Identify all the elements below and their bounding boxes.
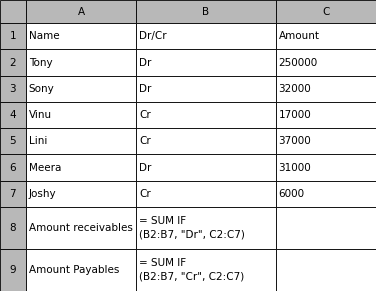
Text: Cr: Cr bbox=[139, 136, 151, 146]
Text: Cr: Cr bbox=[139, 110, 151, 120]
Text: 7: 7 bbox=[9, 189, 16, 199]
Text: = SUM IF
(B2:B7, "Dr", C2:C7): = SUM IF (B2:B7, "Dr", C2:C7) bbox=[139, 217, 246, 239]
Text: Sony: Sony bbox=[29, 84, 54, 94]
Bar bbox=[26, 76, 136, 102]
Bar bbox=[0, 102, 26, 128]
Bar bbox=[26, 249, 136, 291]
Bar bbox=[0, 181, 26, 207]
Bar bbox=[276, 249, 376, 291]
Text: 4: 4 bbox=[9, 110, 16, 120]
Bar bbox=[0, 249, 26, 291]
Text: 32000: 32000 bbox=[279, 84, 311, 94]
Bar bbox=[26, 128, 136, 155]
Bar bbox=[136, 23, 276, 49]
Text: Amount: Amount bbox=[279, 31, 320, 41]
Text: Amount Payables: Amount Payables bbox=[29, 265, 119, 275]
Text: Vinu: Vinu bbox=[29, 110, 52, 120]
Text: Joshy: Joshy bbox=[29, 189, 56, 199]
Bar bbox=[26, 102, 136, 128]
Text: 9: 9 bbox=[9, 265, 16, 275]
Bar bbox=[276, 102, 376, 128]
Text: 8: 8 bbox=[9, 223, 16, 233]
Bar bbox=[26, 23, 136, 49]
Bar bbox=[276, 155, 376, 181]
Text: 5: 5 bbox=[9, 136, 16, 146]
Text: Cr: Cr bbox=[139, 189, 151, 199]
Text: B: B bbox=[203, 7, 209, 17]
Text: Dr: Dr bbox=[139, 84, 152, 94]
Text: Dr/Cr: Dr/Cr bbox=[139, 31, 167, 41]
Text: 37000: 37000 bbox=[279, 136, 311, 146]
Text: 6000: 6000 bbox=[279, 189, 305, 199]
Text: C: C bbox=[322, 7, 329, 17]
Bar bbox=[136, 181, 276, 207]
Bar bbox=[0, 0, 26, 23]
Text: 31000: 31000 bbox=[279, 163, 311, 173]
Text: = SUM IF
(B2:B7, "Cr", C2:C7): = SUM IF (B2:B7, "Cr", C2:C7) bbox=[139, 258, 245, 282]
Text: Lini: Lini bbox=[29, 136, 47, 146]
Text: Amount receivables: Amount receivables bbox=[29, 223, 132, 233]
Bar bbox=[136, 0, 276, 23]
Bar bbox=[136, 128, 276, 155]
Text: 1: 1 bbox=[9, 31, 16, 41]
Bar bbox=[26, 155, 136, 181]
Bar bbox=[276, 49, 376, 76]
Bar bbox=[136, 102, 276, 128]
Text: 6: 6 bbox=[9, 163, 16, 173]
Text: A: A bbox=[77, 7, 85, 17]
Bar bbox=[276, 128, 376, 155]
Bar bbox=[0, 49, 26, 76]
Text: 250000: 250000 bbox=[279, 58, 318, 68]
Text: 17000: 17000 bbox=[279, 110, 311, 120]
Bar bbox=[136, 155, 276, 181]
Bar bbox=[276, 23, 376, 49]
Text: Name: Name bbox=[29, 31, 59, 41]
Bar bbox=[136, 49, 276, 76]
Bar bbox=[136, 76, 276, 102]
Bar bbox=[26, 49, 136, 76]
Text: Dr: Dr bbox=[139, 163, 152, 173]
Bar bbox=[136, 249, 276, 291]
Bar bbox=[0, 155, 26, 181]
Bar bbox=[276, 76, 376, 102]
Bar bbox=[26, 181, 136, 207]
Text: Dr: Dr bbox=[139, 58, 152, 68]
Bar bbox=[26, 0, 136, 23]
Bar bbox=[0, 76, 26, 102]
Bar bbox=[136, 207, 276, 249]
Bar bbox=[0, 207, 26, 249]
Text: Tony: Tony bbox=[29, 58, 52, 68]
Bar bbox=[276, 207, 376, 249]
Bar bbox=[0, 128, 26, 155]
Text: Meera: Meera bbox=[29, 163, 61, 173]
Bar bbox=[0, 23, 26, 49]
Bar bbox=[276, 0, 376, 23]
Text: 3: 3 bbox=[9, 84, 16, 94]
Bar bbox=[276, 181, 376, 207]
Bar bbox=[26, 207, 136, 249]
Text: 2: 2 bbox=[9, 58, 16, 68]
